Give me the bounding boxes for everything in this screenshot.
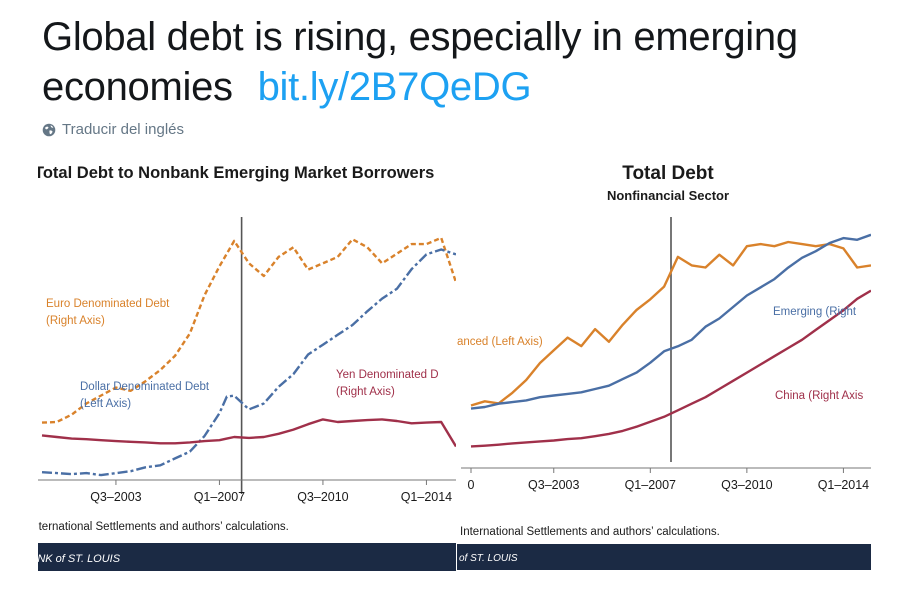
label-china: China (Right Axis xyxy=(775,390,863,402)
x-tick-label-3: Q1–2007 xyxy=(625,478,676,492)
series-line-1 xyxy=(41,236,456,424)
tweet-body: Global debt is rising, especially in eme… xyxy=(42,15,798,109)
series-line-1 xyxy=(470,240,871,407)
chart-2-footer: of ST. LOUIS xyxy=(459,553,518,564)
label-euro-1: Euro Denominated Debt xyxy=(46,298,170,310)
series-line-3 xyxy=(470,289,871,448)
series-line-2 xyxy=(470,233,871,410)
chart-1-title: Total Debt to Nonbank Emerging Market Bo… xyxy=(38,164,434,182)
chart-2-svg: Total Debt Nonfinancial Sector 0 Q3–2003 Q… xyxy=(457,163,871,570)
translate-link[interactable]: Traducir del inglés xyxy=(42,121,184,138)
series-line-2 xyxy=(41,248,456,477)
label-euro-2: (Right Axis) xyxy=(46,315,105,327)
translate-label: Traducir del inglés xyxy=(62,121,184,138)
globe-icon xyxy=(42,123,56,136)
chart-2-source: r International Settlements and authors’… xyxy=(457,526,720,538)
label-yen-1: Yen Denominated D xyxy=(336,369,439,381)
chart-image-2[interactable]: Total Debt Nonfinancial Sector 0 Q3–2003 Q… xyxy=(457,150,871,572)
x-tick-label-5: Q1–2014 xyxy=(818,478,869,492)
tweet-text: Global debt is rising, especially in eme… xyxy=(42,12,882,112)
chart-1-svg: Total Debt to Nonbank Emerging Market Bo… xyxy=(38,164,456,571)
x-tick-label-1: 0 xyxy=(468,478,475,492)
chart-image-1[interactable]: Total Debt to Nonbank Emerging Market Bo… xyxy=(38,150,456,572)
x-tick-label-3: Q3–2010 xyxy=(297,490,348,504)
x-tick-label-4: Q3–2010 xyxy=(721,478,772,492)
chart-2-footer-bar xyxy=(457,544,871,570)
chart-1-footer-bar xyxy=(38,543,456,571)
chart-1-footer: ANK of ST. LOUIS xyxy=(38,553,121,565)
series-line-3 xyxy=(41,418,456,448)
label-yen-2: (Right Axis) xyxy=(336,386,395,398)
x-tick-label-2: Q3–2003 xyxy=(528,478,579,492)
chart-2-title: Total Debt xyxy=(622,163,714,184)
x-tick-label-1: Q3–2003 xyxy=(90,490,141,504)
chart-2-subtitle: Nonfinancial Sector xyxy=(607,188,729,203)
x-tick-label-4: Q1–2014 xyxy=(401,490,452,504)
label-advanced: anced (Left Axis) xyxy=(457,336,543,348)
chart-1-source: r International Settlements and authors’… xyxy=(38,521,289,533)
label-dollar-1: Dollar Denominated Debt xyxy=(80,381,210,393)
label-dollar-2: (Left Axis) xyxy=(80,398,131,410)
tweet-link[interactable]: bit.ly/2B7QeDG xyxy=(257,65,532,109)
label-emerging: Emerging (Right xyxy=(773,306,857,318)
x-tick-label-2: Q1–2007 xyxy=(194,490,245,504)
